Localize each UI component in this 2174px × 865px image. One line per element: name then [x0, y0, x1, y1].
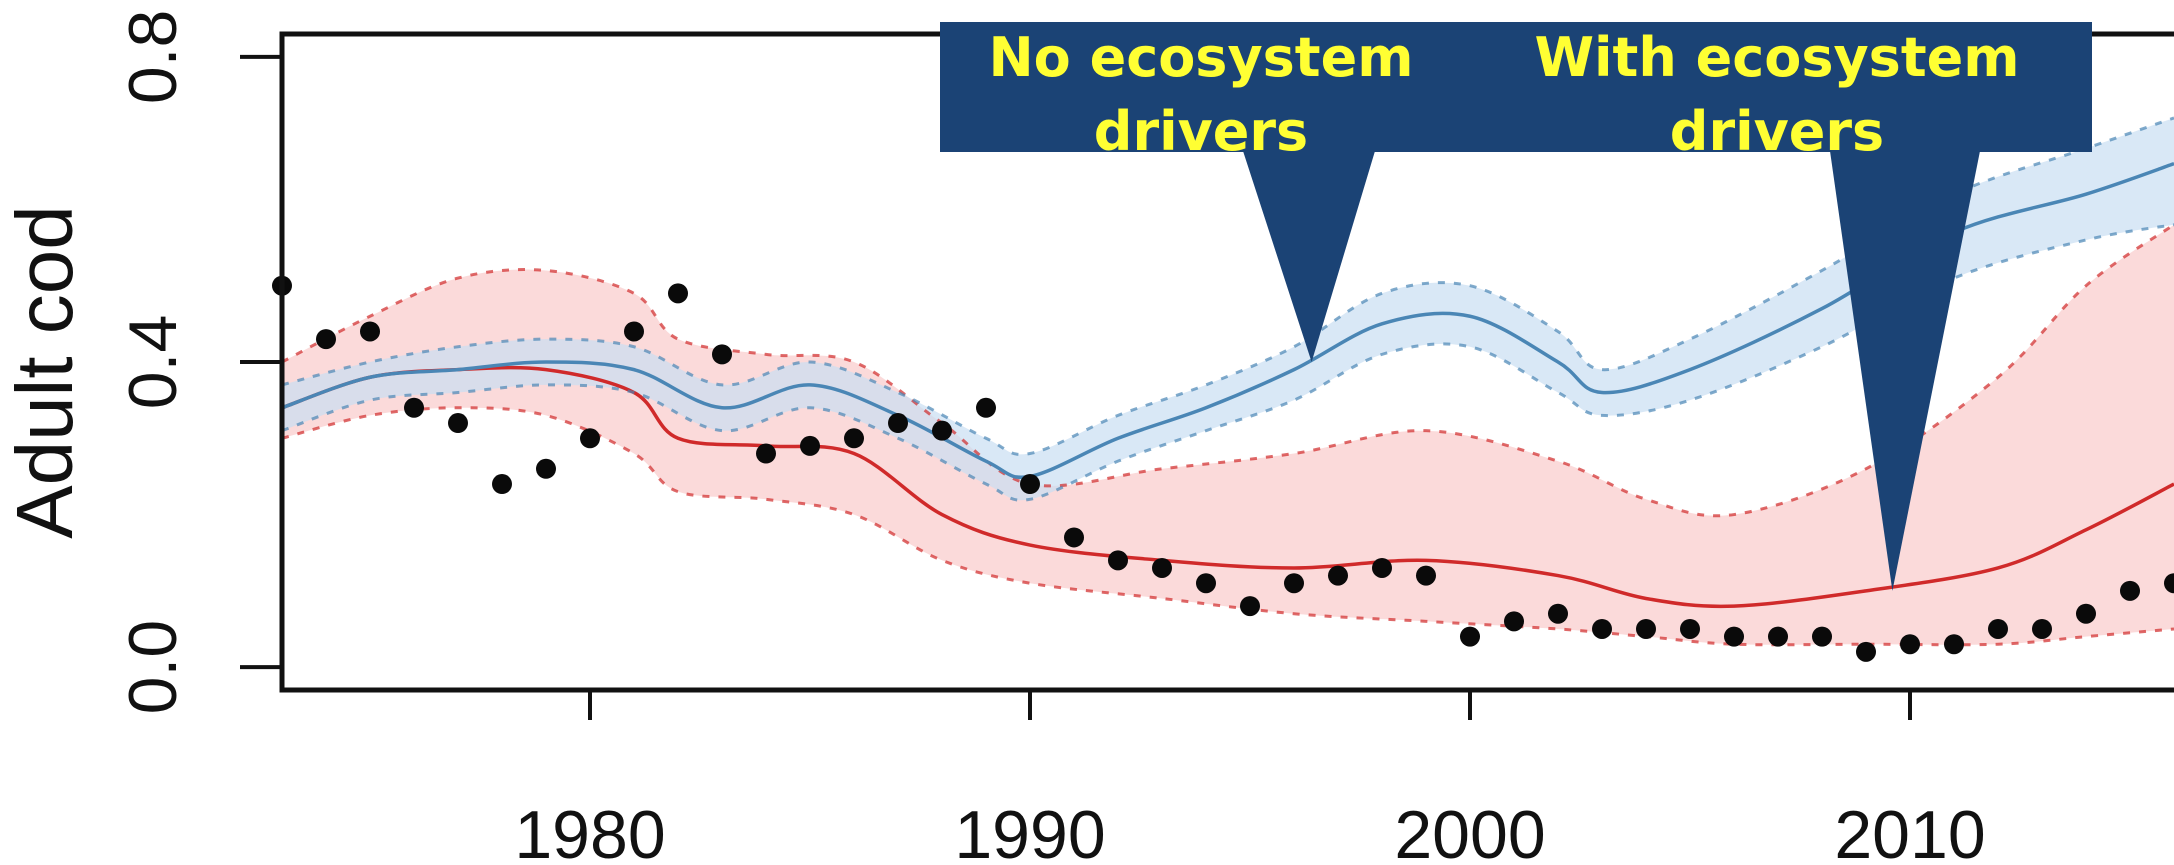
- observation-point: [1064, 527, 1084, 548]
- observation-point: [1372, 557, 1392, 578]
- no_drivers-lower-bound: [281, 223, 2174, 502]
- observation-point: [1108, 550, 1128, 571]
- observation-point: [492, 474, 512, 495]
- observation-point: [580, 428, 600, 449]
- callout_with_drivers: With ecosystem drivers: [1462, 22, 2092, 591]
- observation-point: [1900, 634, 1920, 655]
- observation-point: [1592, 618, 1612, 639]
- callout_no_drivers-text-line: No ecosystem: [988, 26, 1413, 89]
- observation-point: [1548, 603, 1568, 624]
- with_drivers-lower-bound: [281, 406, 2174, 647]
- observation-point: [1284, 573, 1304, 594]
- observation-point: [1812, 626, 1832, 647]
- y-tick-label: 0.0: [115, 620, 191, 715]
- observation-point: [800, 435, 820, 456]
- callout_no_drivers: No ecosystem drivers: [940, 22, 1462, 362]
- observation-point: [1944, 634, 1964, 655]
- no_drivers-line: [281, 162, 2174, 480]
- observation-point: [1416, 565, 1436, 586]
- observation-point: [2032, 618, 2052, 639]
- observation-point: [1196, 573, 1216, 594]
- with_drivers-upper-bound: [281, 223, 2174, 518]
- observation-point: [888, 413, 908, 434]
- observation-point: [536, 458, 556, 479]
- observation-point: [448, 413, 468, 434]
- observation-point: [844, 428, 864, 449]
- observation-point: [2076, 603, 2096, 624]
- with_drivers-line: [281, 365, 2174, 609]
- callout_no_drivers-box: [940, 22, 1462, 152]
- observation-point: [1724, 626, 1744, 647]
- callout_with_drivers-box: [1462, 22, 2092, 152]
- x-tick-label: 1990: [954, 797, 1105, 865]
- observation-point: [404, 397, 424, 418]
- with_drivers-band: [282, 224, 2174, 645]
- observation-point: [1636, 618, 1656, 639]
- confidence-bands: [282, 117, 2174, 645]
- model-lines: [281, 116, 2174, 647]
- observation-point: [2164, 573, 2174, 594]
- observation-point: [1680, 618, 1700, 639]
- y-tick-label: 0.4: [115, 315, 191, 410]
- callouts: No ecosystem drivers With ecosystem drivers: [940, 22, 2092, 591]
- observation-point: [1152, 557, 1172, 578]
- observation-point: [1240, 596, 1260, 617]
- x-tick-label: 2000: [1394, 797, 1545, 865]
- x-tick-label: 1980: [514, 797, 665, 865]
- observation-point: [1020, 474, 1040, 495]
- callout_with_drivers-text-line: drivers: [1670, 100, 1884, 163]
- observation-point: [932, 420, 952, 441]
- observation-point: [360, 321, 380, 342]
- no_drivers-band: [282, 117, 2174, 501]
- observation-point: [2120, 580, 2140, 601]
- observation-point: [1768, 626, 1788, 647]
- observation-point: [1856, 641, 1876, 662]
- callout_no_drivers-text-line: drivers: [1094, 100, 1308, 163]
- axes: 1980 1990 2000 2010 0.0 0.4 0.8: [115, 10, 1986, 865]
- observation-point: [1460, 626, 1480, 647]
- y-tick-label: 0.8: [115, 10, 191, 105]
- observation-point: [712, 344, 732, 365]
- observation-point: [1504, 611, 1524, 632]
- y-axis-label: Adult cod: [0, 205, 89, 539]
- observation-point: [316, 329, 336, 350]
- observation-point: [976, 397, 996, 418]
- callout_no_drivers-pointer: [1243, 151, 1375, 362]
- callout_with_drivers-pointer: [1830, 151, 1980, 591]
- no_drivers-upper-bound: [281, 116, 2174, 456]
- callout_with_drivers-text-line: With ecosystem: [1534, 26, 2019, 89]
- x-tick-label: 2010: [1834, 797, 1985, 865]
- observation-point: [1988, 618, 2008, 639]
- observation-point: [668, 283, 688, 304]
- observation-point: [1328, 565, 1348, 586]
- observation-point: [756, 443, 776, 464]
- observation-point: [624, 321, 644, 342]
